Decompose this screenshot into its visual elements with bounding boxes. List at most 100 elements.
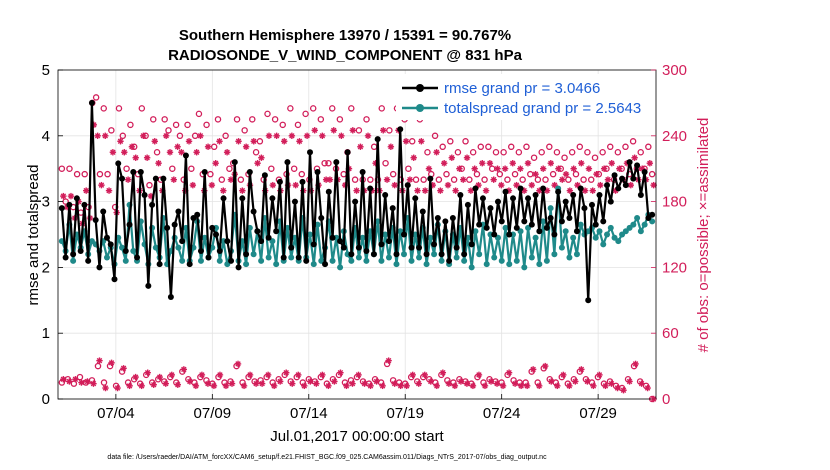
obs-assimilated-point-stroke xyxy=(228,176,234,183)
obs-low-assimilated-point xyxy=(445,380,453,387)
obs-low-assimilated-point-stroke xyxy=(638,380,645,387)
y-tick-label: 5 xyxy=(42,62,50,79)
obs-low-assimilated-point-stroke xyxy=(373,378,380,385)
obs-assimilated-point-stroke xyxy=(132,154,139,161)
obs-low-assimilated-point xyxy=(150,381,157,388)
obs-low-assimilated-point-stroke xyxy=(422,372,428,378)
y2-tick-label: 240 xyxy=(662,128,687,145)
obs-assimilated-point-stroke xyxy=(532,171,539,177)
series-rmse-point xyxy=(322,261,329,268)
obs-low-assimilated-point-stroke xyxy=(96,357,103,364)
obs-low-assimilated-point-stroke xyxy=(458,378,464,385)
obs-assimilated-point xyxy=(532,170,539,178)
obs-assimilated-point xyxy=(250,138,257,145)
obs-assimilated-point xyxy=(83,187,90,194)
y-axis-label: rmse and totalspread xyxy=(25,165,42,306)
obs-assimilated-point-stroke xyxy=(155,160,162,166)
obs-assimilated-point-stroke xyxy=(254,160,261,166)
obs-assimilated-point-stroke xyxy=(525,160,531,166)
obs-low-assimilated-point xyxy=(313,380,320,387)
obs-low-assimilated-point xyxy=(355,371,362,379)
obs-low-assimilated-point xyxy=(554,382,561,390)
obs-low-assimilated-point xyxy=(264,371,272,379)
obs-assimilated-point xyxy=(220,187,227,194)
series-rmse-point xyxy=(179,238,186,245)
series-rmse-point xyxy=(303,257,310,264)
series-rmse-point xyxy=(261,172,268,179)
obs-low-assimilated-point xyxy=(560,371,567,379)
obs-low-assimilated-point-stroke xyxy=(241,383,247,389)
obs-possible-point xyxy=(431,132,439,140)
obs-low-assimilated-point xyxy=(138,382,145,390)
series-rmse-point xyxy=(209,224,216,231)
obs-low-assimilated-point xyxy=(511,380,519,387)
obs-assimilated-point xyxy=(578,160,585,167)
obs-assimilated-point xyxy=(254,160,261,167)
obs-assimilated-point xyxy=(60,192,67,200)
obs-possible-point xyxy=(378,105,386,112)
x-tick-label: 07/19 xyxy=(386,405,424,422)
obs-assimilated-point xyxy=(589,187,596,194)
series-totalspread-point xyxy=(378,257,385,264)
series-totalspread-point xyxy=(431,251,438,258)
obs-assimilated-point xyxy=(631,154,638,161)
obs-low-assimilated-point xyxy=(204,380,212,387)
series-rmse-point xyxy=(325,188,332,195)
obs-assimilated-point xyxy=(387,143,395,150)
series-rmse-point xyxy=(604,182,611,189)
series-totalspread-point xyxy=(130,247,137,254)
obs-low-assimilated-point xyxy=(319,371,326,379)
obs-assimilated-point-stroke xyxy=(357,144,364,150)
obs-low-assimilated-point-stroke xyxy=(542,363,548,369)
obs-possible-point xyxy=(492,148,500,156)
obs-assimilated-point-stroke xyxy=(125,176,131,183)
obs-possible-point xyxy=(565,176,572,183)
series-totalspread-point xyxy=(641,221,648,228)
series-rmse-point xyxy=(393,251,400,258)
series-totalspread-point xyxy=(532,234,539,241)
obs-low-assimilated-point xyxy=(644,384,651,392)
obs-assimilated-point xyxy=(189,181,197,189)
series-totalspread-point xyxy=(355,254,362,261)
obs-possible-point xyxy=(576,143,584,151)
series-totalspread-point xyxy=(363,257,370,264)
obs-low-assimilated-point xyxy=(572,378,579,385)
series-rmse-point xyxy=(246,168,253,175)
obs-assimilated-point xyxy=(383,176,391,183)
obs-assimilated-point-stroke xyxy=(426,165,432,172)
series-totalspread-point xyxy=(540,218,547,225)
obs-assimilated-point xyxy=(296,138,303,145)
obs-possible-point xyxy=(542,176,549,183)
y2-tick-label: 120 xyxy=(662,259,687,276)
y2-tick-label: 180 xyxy=(662,194,687,211)
obs-possible-point xyxy=(328,105,336,112)
obs-low-assimilated-point-stroke xyxy=(409,372,416,378)
series-totalspread-point xyxy=(483,261,490,268)
obs-possible-point xyxy=(614,148,622,156)
obs-assimilated-point-stroke xyxy=(502,165,508,172)
obs-assimilated-point xyxy=(414,187,421,194)
obs-assimilated-point-stroke xyxy=(521,187,527,194)
obs-possible-point xyxy=(637,148,644,156)
obs-possible-point xyxy=(599,148,606,156)
series-rmse-point xyxy=(367,185,374,192)
obs-possible-point xyxy=(317,116,325,123)
obs-low-assimilated-point xyxy=(186,378,194,385)
series-rmse-point xyxy=(307,149,314,156)
obs-low-assimilated-point xyxy=(638,380,645,387)
obs-assimilated-point xyxy=(242,143,250,150)
obs-assimilated-point-stroke xyxy=(212,160,219,166)
series-totalspread-point xyxy=(547,205,554,212)
series-rmse-point xyxy=(596,192,603,199)
series-totalspread-point xyxy=(637,228,644,235)
series-totalspread-point xyxy=(604,231,611,238)
obs-assimilated-point xyxy=(281,138,288,145)
series-rmse-point xyxy=(160,175,167,182)
obs-low-assimilated-point-stroke xyxy=(181,366,187,373)
obs-low-assimilated-point-stroke xyxy=(415,380,422,387)
obs-low-assimilated-point-stroke xyxy=(211,383,217,389)
obs-low-assimilated-point xyxy=(90,380,97,387)
obs-low-assimilated-point-stroke xyxy=(313,380,320,387)
obs-possible-point xyxy=(62,198,69,205)
series-rmse-point xyxy=(137,168,144,175)
